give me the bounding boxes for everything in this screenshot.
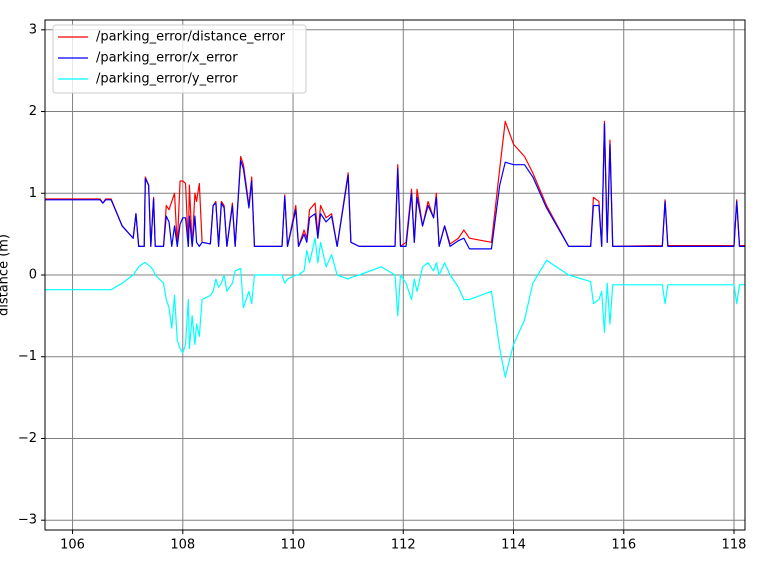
- legend-box: [52, 24, 307, 94]
- y-tick-label: 2: [29, 104, 37, 119]
- y-tick-label: −3: [18, 513, 37, 528]
- y-tick-label: 0: [29, 268, 37, 283]
- x-tick-label: 112: [391, 538, 416, 553]
- y-tick-label: 3: [29, 22, 37, 37]
- data-line: [45, 237, 745, 378]
- x-tick-label: 110: [281, 538, 306, 553]
- x-tick-label: 108: [170, 538, 195, 553]
- legend-label: /parking_error/distance_error: [96, 30, 286, 45]
- x-tick-label: 118: [722, 538, 747, 553]
- x-tick-label: 116: [611, 538, 636, 553]
- y-tick-label: 1: [29, 186, 37, 201]
- data-line: [45, 123, 745, 250]
- y-axis-label: distance (m): [0, 234, 12, 316]
- legend-label: /parking_error/x_error: [96, 51, 238, 66]
- legend-label: /parking_error/y_error: [96, 72, 238, 87]
- plot-frame: [44, 19, 746, 531]
- y-tick-label: −2: [18, 431, 37, 446]
- y-tick-label: −1: [18, 349, 37, 364]
- x-tick-label: 106: [60, 538, 85, 553]
- x-tick-label: 114: [501, 538, 526, 553]
